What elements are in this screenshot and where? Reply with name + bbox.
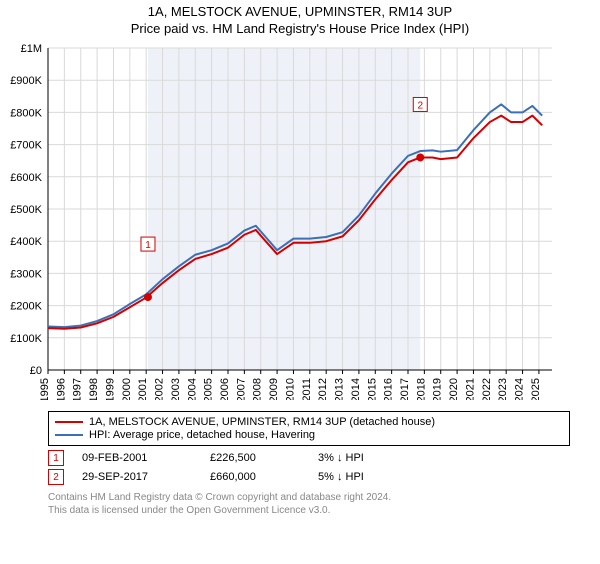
svg-text:1: 1 <box>145 240 151 251</box>
svg-text:£300K: £300K <box>10 268 42 280</box>
svg-text:2015: 2015 <box>366 378 378 400</box>
svg-text:£200K: £200K <box>10 301 42 313</box>
attribution: Contains HM Land Registry data © Crown c… <box>48 491 570 517</box>
svg-text:2000: 2000 <box>121 378 133 400</box>
sale-delta-1: 3% ↓ HPI <box>318 452 398 464</box>
svg-text:2001: 2001 <box>137 378 149 400</box>
svg-text:2002: 2002 <box>154 378 166 400</box>
attribution-line2: This data is licensed under the Open Gov… <box>48 504 570 517</box>
svg-text:2010: 2010 <box>284 378 296 400</box>
svg-text:2014: 2014 <box>350 378 362 400</box>
svg-text:£900K: £900K <box>10 75 42 87</box>
sale-row-2: 2 29-SEP-2017 £660,000 5% ↓ HPI <box>48 469 570 485</box>
svg-text:2: 2 <box>417 100 423 111</box>
svg-text:2023: 2023 <box>497 378 509 400</box>
svg-text:2012: 2012 <box>317 378 329 400</box>
svg-text:1996: 1996 <box>55 378 67 400</box>
svg-text:£1M: £1M <box>21 43 42 55</box>
svg-text:2005: 2005 <box>203 378 215 400</box>
svg-text:2007: 2007 <box>235 378 247 400</box>
page-title: 1A, MELSTOCK AVENUE, UPMINSTER, RM14 3UP <box>0 4 600 19</box>
sale-badge-2: 2 <box>48 469 64 485</box>
svg-text:£600K: £600K <box>10 172 42 184</box>
svg-text:£700K: £700K <box>10 140 42 152</box>
svg-text:2008: 2008 <box>252 378 264 400</box>
legend: 1A, MELSTOCK AVENUE, UPMINSTER, RM14 3UP… <box>48 411 570 446</box>
legend-row-subject: 1A, MELSTOCK AVENUE, UPMINSTER, RM14 3UP… <box>55 416 563 428</box>
svg-text:£0: £0 <box>30 365 42 377</box>
svg-text:2004: 2004 <box>186 378 198 400</box>
sale-badge-1: 1 <box>48 450 64 466</box>
svg-text:2018: 2018 <box>415 378 427 400</box>
svg-text:£800K: £800K <box>10 107 42 119</box>
legend-label-hpi: HPI: Average price, detached house, Have… <box>89 429 315 441</box>
svg-text:2006: 2006 <box>219 378 231 400</box>
svg-text:2009: 2009 <box>268 378 280 400</box>
sale-row-1: 1 09-FEB-2001 £226,500 3% ↓ HPI <box>48 450 570 466</box>
sales-table: 1 09-FEB-2001 £226,500 3% ↓ HPI 2 29-SEP… <box>48 450 570 485</box>
sale-price-1: £226,500 <box>210 452 300 464</box>
svg-text:2024: 2024 <box>514 378 526 400</box>
legend-swatch-hpi <box>55 434 83 436</box>
attribution-line1: Contains HM Land Registry data © Crown c… <box>48 491 570 504</box>
chart-svg: £0 £100K £200K £300K £400K £500K £600K £700K £80… <box>0 40 560 400</box>
legend-label-subject: 1A, MELSTOCK AVENUE, UPMINSTER, RM14 3UP… <box>89 416 435 428</box>
svg-text:2017: 2017 <box>399 378 411 400</box>
svg-text:£400K: £400K <box>10 236 42 248</box>
svg-text:£100K: £100K <box>10 333 42 345</box>
svg-text:2025: 2025 <box>530 378 542 400</box>
sale-delta-2: 5% ↓ HPI <box>318 471 398 483</box>
svg-text:2016: 2016 <box>383 378 395 400</box>
sale-price-2: £660,000 <box>210 471 300 483</box>
svg-text:2020: 2020 <box>448 378 460 400</box>
page-subtitle: Price paid vs. HM Land Registry's House … <box>0 21 600 36</box>
svg-text:£500K: £500K <box>10 204 42 216</box>
sale-date-1: 09-FEB-2001 <box>82 452 192 464</box>
svg-text:1995: 1995 <box>39 378 51 400</box>
svg-text:2003: 2003 <box>170 378 182 400</box>
svg-text:2013: 2013 <box>334 378 346 400</box>
legend-swatch-subject <box>55 421 83 423</box>
svg-text:2011: 2011 <box>301 378 313 400</box>
sale-date-2: 29-SEP-2017 <box>82 471 192 483</box>
svg-text:1999: 1999 <box>104 378 116 400</box>
svg-text:2022: 2022 <box>481 378 493 400</box>
price-chart: £0 £100K £200K £300K £400K £500K £600K £700K £80… <box>0 40 600 405</box>
svg-text:2019: 2019 <box>432 378 444 400</box>
svg-text:1998: 1998 <box>88 378 100 400</box>
svg-text:2021: 2021 <box>464 378 476 400</box>
legend-row-hpi: HPI: Average price, detached house, Have… <box>55 429 563 441</box>
svg-text:1997: 1997 <box>72 378 84 400</box>
